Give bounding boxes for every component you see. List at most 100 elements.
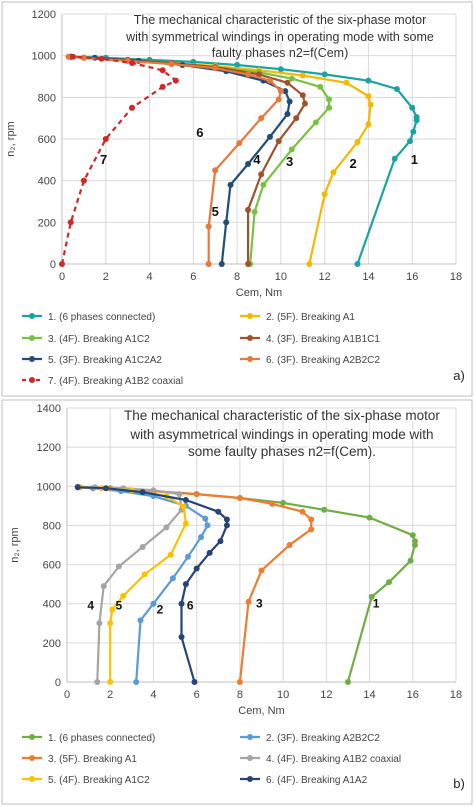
- chart-title-line: with asymmetrical windings in operating …: [129, 427, 433, 442]
- x-tick-label: 12: [320, 689, 332, 701]
- x-tick-label: 18: [450, 689, 462, 701]
- data-point: [94, 679, 101, 685]
- data-point: [206, 549, 213, 556]
- data-point: [109, 606, 116, 613]
- data-point: [258, 567, 265, 574]
- y-tick-label: 1400: [37, 403, 61, 415]
- data-point: [212, 65, 219, 72]
- data-point: [258, 115, 265, 122]
- data-point: [227, 181, 234, 188]
- x-tick-label: 2: [103, 271, 109, 283]
- legend-item-2: 2. (3F). Breaking A2B2C2: [266, 733, 380, 744]
- data-point: [299, 508, 306, 515]
- data-point: [205, 261, 212, 267]
- x-tick-label: 10: [275, 271, 287, 283]
- data-point: [245, 71, 252, 78]
- data-point: [266, 133, 273, 140]
- data-point: [74, 484, 81, 491]
- data-point: [107, 679, 114, 685]
- y-tick-label: 800: [38, 92, 56, 104]
- data-point: [284, 111, 291, 117]
- x-tick-label: 8: [234, 271, 240, 283]
- data-point: [306, 261, 313, 267]
- data-point: [215, 508, 222, 515]
- chart-frame: [1, 399, 473, 805]
- data-point: [344, 679, 351, 685]
- curve-label-6: 6: [187, 599, 194, 613]
- curve-label-7: 7: [100, 152, 107, 167]
- legend-swatch-marker: [247, 755, 253, 761]
- data-point: [286, 542, 293, 548]
- data-point: [236, 495, 243, 502]
- x-axis-label: Cem, Nm: [236, 287, 282, 299]
- y-tick-label: 200: [38, 217, 56, 229]
- data-point: [245, 206, 252, 213]
- data-point: [282, 88, 289, 95]
- data-point: [299, 92, 306, 99]
- legend-swatch-marker: [247, 335, 253, 341]
- x-tick-label: 18: [450, 271, 462, 283]
- data-point: [218, 261, 225, 267]
- data-point: [180, 503, 187, 510]
- legend-swatch-marker: [29, 356, 35, 362]
- data-point: [365, 77, 372, 84]
- data-point: [391, 155, 398, 162]
- data-point: [409, 532, 416, 539]
- legend-item-5: 5. (4F). Breaking A1C2: [48, 775, 150, 786]
- data-point: [115, 563, 122, 570]
- data-point: [141, 571, 148, 578]
- legend-item-2: 2. (5F). Breaking A1: [266, 312, 355, 323]
- chart-title: The mechanical characteristic of the six…: [124, 12, 436, 62]
- data-point: [258, 171, 265, 178]
- chart-title: The mechanical characteristic of the six…: [123, 407, 442, 461]
- data-point: [236, 679, 243, 685]
- y-tick-label: 600: [43, 560, 61, 572]
- x-axis-label: Cem, Nm: [238, 705, 284, 717]
- data-point: [96, 620, 103, 627]
- y-axis-label: n₂, rpm: [5, 121, 17, 156]
- data-point: [217, 538, 224, 545]
- data-point: [223, 516, 230, 523]
- data-point: [159, 83, 166, 90]
- data-point: [365, 121, 372, 128]
- x-tick-label: 0: [64, 689, 70, 701]
- legend-item-1: 1. (6 phases connected): [48, 733, 155, 744]
- data-point: [308, 526, 315, 533]
- data-point: [330, 169, 337, 176]
- data-point: [413, 114, 420, 121]
- data-point: [100, 583, 107, 590]
- legend-swatch-marker: [247, 356, 253, 362]
- series-line-6: [68, 55, 282, 264]
- legend-swatch-marker: [29, 377, 35, 383]
- data-point: [182, 496, 189, 503]
- curve-label-6: 6: [196, 125, 203, 140]
- data-point: [107, 620, 114, 627]
- data-point: [69, 53, 76, 60]
- data-point: [102, 485, 109, 492]
- data-point: [293, 115, 300, 122]
- data-point: [197, 534, 204, 541]
- data-point: [120, 592, 127, 599]
- data-point: [275, 96, 282, 103]
- x-tick-label: 14: [362, 271, 374, 283]
- chart-title-line: faulty phases n2=f(Cem): [212, 46, 349, 60]
- data-point: [178, 633, 185, 640]
- data-point: [245, 161, 252, 167]
- curve-label-2: 2: [157, 603, 164, 617]
- data-point: [182, 520, 189, 527]
- curve-label-4: 4: [87, 599, 94, 613]
- data-point: [393, 86, 400, 92]
- series-line-6: [77, 486, 228, 683]
- data-point: [321, 506, 328, 513]
- data-point: [386, 579, 393, 586]
- data-point: [236, 140, 243, 147]
- legend-item-3: 3. (5F). Breaking A1: [48, 754, 137, 765]
- legend-item-6: 6. (3F). Breaking A2B2C2: [266, 355, 380, 366]
- data-point: [139, 543, 146, 550]
- data-point: [185, 553, 192, 560]
- y-tick-label: 600: [38, 134, 56, 146]
- data-point: [80, 54, 87, 61]
- chart-panel-b: 0 200 400 600 800 1000 1200 1400 0 2 4 6 8 10 12 14 16 18…: [0, 398, 474, 807]
